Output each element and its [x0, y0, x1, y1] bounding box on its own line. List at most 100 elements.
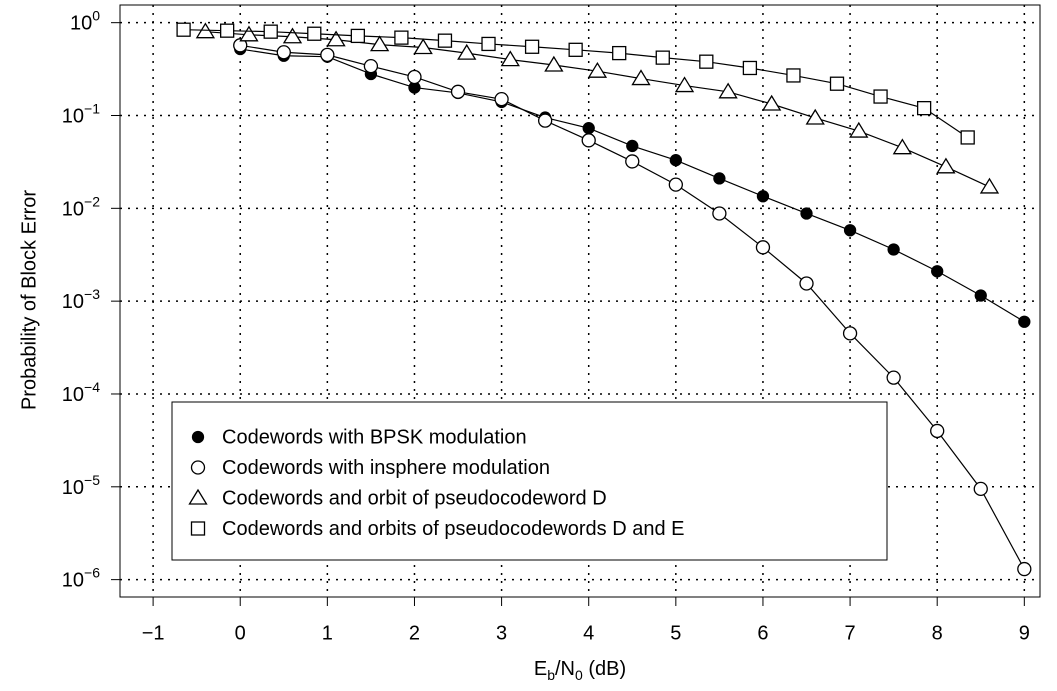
marker	[176, 22, 191, 37]
marker	[190, 521, 206, 536]
x-tick-label: 5	[670, 622, 681, 644]
marker	[699, 54, 714, 69]
x-tick-label: 8	[932, 622, 943, 644]
marker	[413, 38, 433, 55]
marker	[931, 265, 944, 278]
marker	[631, 69, 651, 86]
marker	[437, 33, 453, 48]
marker	[500, 50, 520, 67]
marker	[669, 154, 682, 167]
x-axis-label-part: b	[547, 667, 555, 683]
marker	[263, 24, 278, 39]
marker	[190, 460, 206, 475]
marker	[457, 43, 477, 60]
marker	[481, 36, 496, 52]
legend-label: Codewords with BPSK modulation	[222, 426, 527, 448]
y-tick-exponent: −6	[84, 564, 100, 580]
marker	[233, 38, 248, 53]
y-tick-base: 10	[62, 199, 84, 221]
marker	[842, 326, 858, 341]
marker	[191, 430, 205, 444]
plot-frame	[119, 4, 1041, 598]
marker	[326, 30, 346, 47]
marker	[712, 206, 727, 221]
x-tick-label: 6	[757, 622, 768, 644]
marker	[307, 26, 322, 41]
y-tick-base: 10	[62, 291, 84, 313]
y-tick-label: 10−5	[62, 472, 100, 500]
marker	[873, 89, 888, 104]
marker	[655, 50, 670, 65]
marker	[756, 190, 770, 203]
marker	[973, 481, 988, 497]
marker	[394, 30, 409, 45]
y-tick-base: 10	[62, 384, 84, 406]
marker	[936, 157, 956, 174]
marker	[805, 108, 825, 125]
marker	[1017, 561, 1032, 577]
x-axis-label-part: E	[534, 658, 547, 680]
marker	[544, 55, 564, 72]
marker	[755, 240, 771, 255]
y-tick-base: 10	[62, 477, 84, 499]
marker	[843, 224, 857, 237]
marker	[363, 59, 379, 74]
marker	[494, 91, 509, 107]
marker	[625, 154, 640, 169]
marker	[626, 139, 639, 153]
x-tick-label: 0	[235, 622, 246, 644]
marker	[974, 289, 987, 302]
x-axis-label-part: /N	[555, 658, 575, 680]
marker	[612, 45, 627, 61]
marker	[369, 35, 390, 52]
marker	[886, 370, 901, 385]
x-axis-label-part: (dB)	[583, 658, 626, 680]
marker	[320, 47, 335, 63]
y-tick-label: 10−4	[62, 379, 100, 407]
y-tick-exponent: −3	[84, 286, 100, 302]
marker	[930, 423, 945, 439]
x-tick-label: 2	[409, 622, 420, 644]
y-tick-exponent: −4	[84, 379, 100, 395]
marker	[282, 27, 303, 44]
y-tick-exponent: −2	[84, 193, 100, 209]
marker	[668, 177, 683, 192]
marker	[450, 84, 466, 99]
y-tick-base: 10	[62, 106, 84, 128]
marker	[582, 122, 595, 135]
y-tick-label: 10−3	[62, 286, 100, 314]
marker	[800, 207, 813, 220]
marker	[407, 69, 422, 85]
x-tick-label: −1	[142, 622, 165, 644]
marker	[239, 25, 259, 42]
legend-label: Codewords with insphere modulation	[222, 457, 550, 479]
x-tick-label: 4	[583, 622, 594, 644]
legend-box	[171, 401, 888, 561]
marker	[849, 121, 869, 138]
marker	[916, 100, 932, 116]
y-tick-label: 10−6	[62, 564, 100, 592]
marker	[538, 113, 553, 128]
marker	[713, 172, 726, 185]
marker	[276, 45, 291, 60]
marker	[587, 61, 608, 78]
marker	[892, 138, 913, 155]
marker	[979, 177, 1000, 194]
marker	[524, 39, 540, 54]
marker	[960, 130, 975, 145]
marker	[762, 94, 782, 111]
y-tick-label: 10−2	[62, 193, 100, 221]
legend-label: Codewords and orbit of pseudocodeword D	[222, 487, 607, 509]
marker	[742, 60, 758, 76]
marker	[188, 488, 208, 505]
marker	[887, 243, 900, 256]
series-line	[240, 48, 1025, 323]
y-tick-exponent: 0	[92, 7, 100, 23]
marker	[674, 76, 695, 93]
y-tick-base: 10	[62, 570, 84, 592]
x-tick-label: 7	[845, 622, 856, 644]
marker	[786, 68, 801, 83]
marker	[829, 76, 845, 91]
marker	[799, 276, 814, 291]
